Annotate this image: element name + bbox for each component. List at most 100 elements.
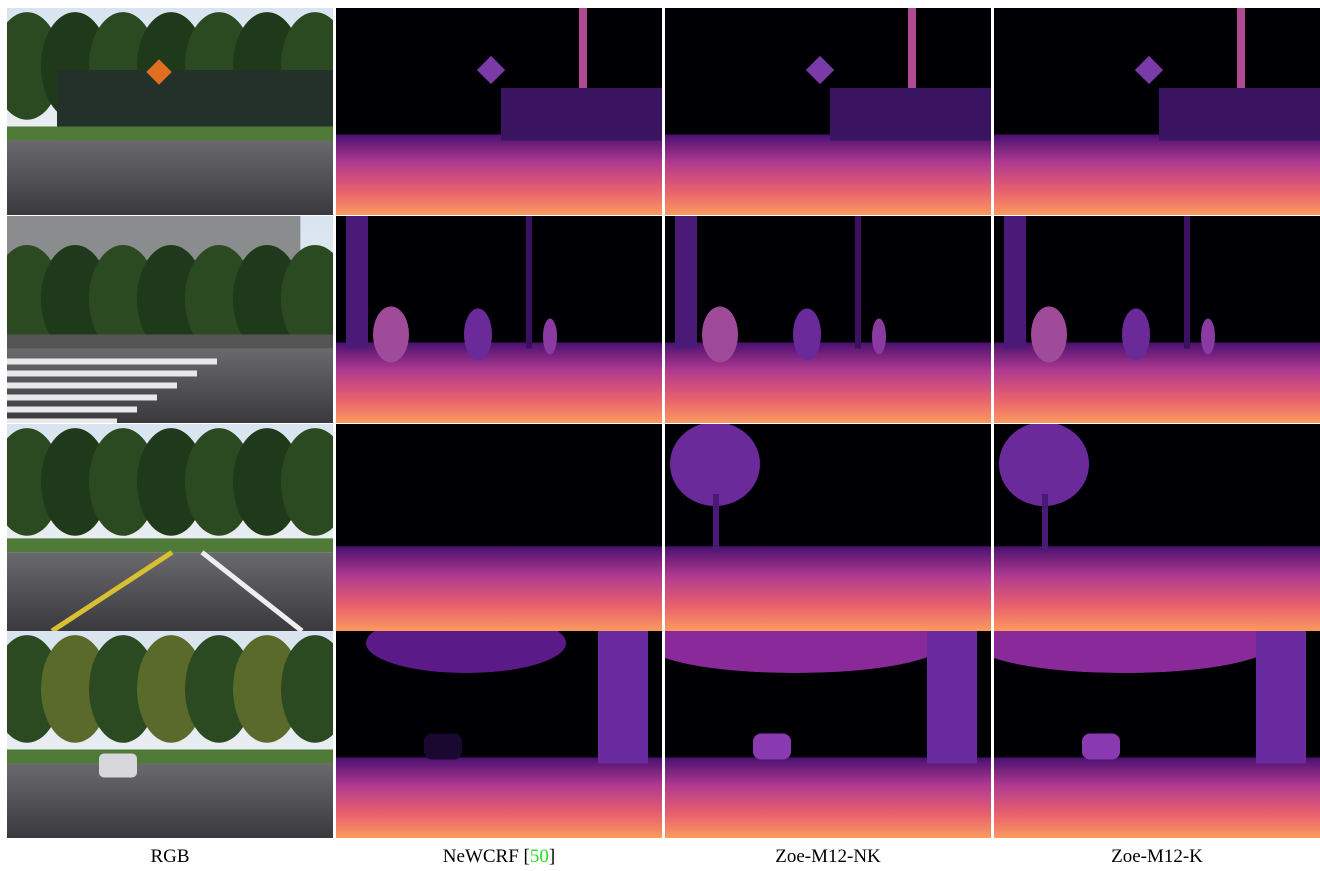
- tree: [281, 428, 333, 536]
- lane: [200, 550, 304, 631]
- tree: [233, 244, 301, 353]
- rgb-panel: [7, 8, 333, 215]
- crosswalk: [7, 406, 137, 413]
- depth-ground: [665, 757, 991, 838]
- tree: [89, 428, 157, 536]
- depth-person: [1201, 318, 1215, 355]
- depth-panel: [336, 8, 662, 215]
- grass: [7, 749, 333, 764]
- label-text: NeWCRF [: [443, 846, 530, 867]
- depth-panel: [994, 216, 1320, 423]
- depth-pole: [908, 8, 916, 141]
- label-text: RGB: [150, 846, 189, 867]
- tree: [185, 244, 253, 353]
- depth-person: [543, 318, 557, 355]
- depth-tree: [598, 631, 648, 764]
- depth-pole: [1237, 8, 1245, 141]
- crosswalk: [7, 370, 197, 377]
- depth-ground: [336, 134, 662, 215]
- depth-ground: [336, 546, 662, 631]
- depth-pole: [1004, 216, 1026, 349]
- depth-panel: [336, 424, 662, 631]
- depth-panel: [336, 631, 662, 838]
- label-text: Zoe-M12-NK: [775, 846, 881, 867]
- depth-car: [1082, 733, 1120, 760]
- depth-panel: [665, 216, 991, 423]
- depth-panel: [665, 8, 991, 215]
- crosswalk: [7, 382, 177, 389]
- tree: [137, 635, 205, 743]
- panel-grid: [7, 8, 1320, 838]
- column-label: RGB: [150, 846, 189, 867]
- rgb-panel: [7, 631, 333, 838]
- crosswalk: [7, 358, 217, 365]
- depth-tree: [927, 631, 977, 764]
- label-text: Zoe-M12-K: [1111, 846, 1203, 867]
- depth-trunk: [713, 494, 719, 553]
- depth-canopy: [665, 631, 945, 673]
- depth-sign: [1134, 55, 1164, 85]
- depth-pole: [855, 216, 861, 349]
- depth-pole: [346, 216, 368, 349]
- depth-trunk: [1042, 494, 1048, 553]
- citation: 50: [530, 846, 549, 867]
- tree: [137, 428, 205, 536]
- tree: [41, 428, 109, 536]
- depth-tree: [999, 424, 1089, 506]
- depth-panel: [336, 216, 662, 423]
- grass: [7, 334, 333, 349]
- tree: [233, 428, 301, 536]
- depth-ground: [665, 134, 991, 215]
- depth-panel: [665, 424, 991, 631]
- tree: [41, 244, 109, 353]
- depth-ground: [994, 546, 1320, 631]
- label-text: ]: [549, 846, 555, 867]
- depth-sign: [805, 55, 835, 85]
- rgb-panel: [7, 216, 333, 423]
- depth-panel: [994, 631, 1320, 838]
- column-label: Zoe-M12-K: [1111, 846, 1203, 867]
- depth-tree: [1256, 631, 1306, 764]
- depth-person: [793, 308, 821, 361]
- depth-ground: [994, 757, 1320, 838]
- grass: [7, 126, 333, 141]
- tree: [137, 244, 205, 353]
- road: [7, 140, 333, 215]
- depth-pole: [1184, 216, 1190, 349]
- column-labels: RGB NeWCRF [50] Zoe-M12-NK Zoe-M12-K: [150, 846, 1203, 867]
- depth-ground: [994, 134, 1320, 215]
- depth-person: [702, 306, 738, 363]
- tree: [281, 635, 333, 743]
- crosswalk: [7, 418, 117, 423]
- depth-person: [1031, 306, 1067, 363]
- depth-fence: [501, 88, 662, 141]
- depth-panel: [994, 424, 1320, 631]
- depth-panel: [994, 8, 1320, 215]
- column-label: Zoe-M12-NK: [775, 846, 881, 867]
- depth-pole: [526, 216, 532, 349]
- road: [7, 552, 333, 631]
- road: [7, 763, 333, 838]
- depth-person: [373, 306, 409, 363]
- depth-car: [424, 733, 462, 760]
- depth-fence: [830, 88, 991, 141]
- depth-canopy: [994, 631, 1274, 673]
- depth-tree: [670, 424, 760, 506]
- depth-panel: [665, 631, 991, 838]
- depth-person: [872, 318, 886, 355]
- depth-fence: [1159, 88, 1320, 141]
- depth-car: [753, 733, 791, 760]
- column-label: NeWCRF [50]: [443, 846, 555, 867]
- tree: [89, 635, 157, 743]
- lane: [50, 550, 174, 631]
- depth-pole: [675, 216, 697, 349]
- crosswalk: [7, 394, 157, 401]
- tree: [89, 244, 157, 353]
- depth-canopy: [366, 631, 566, 673]
- car: [99, 753, 137, 778]
- rgb-panel: [7, 424, 333, 631]
- depth-ground: [336, 757, 662, 838]
- depth-pole: [579, 8, 587, 141]
